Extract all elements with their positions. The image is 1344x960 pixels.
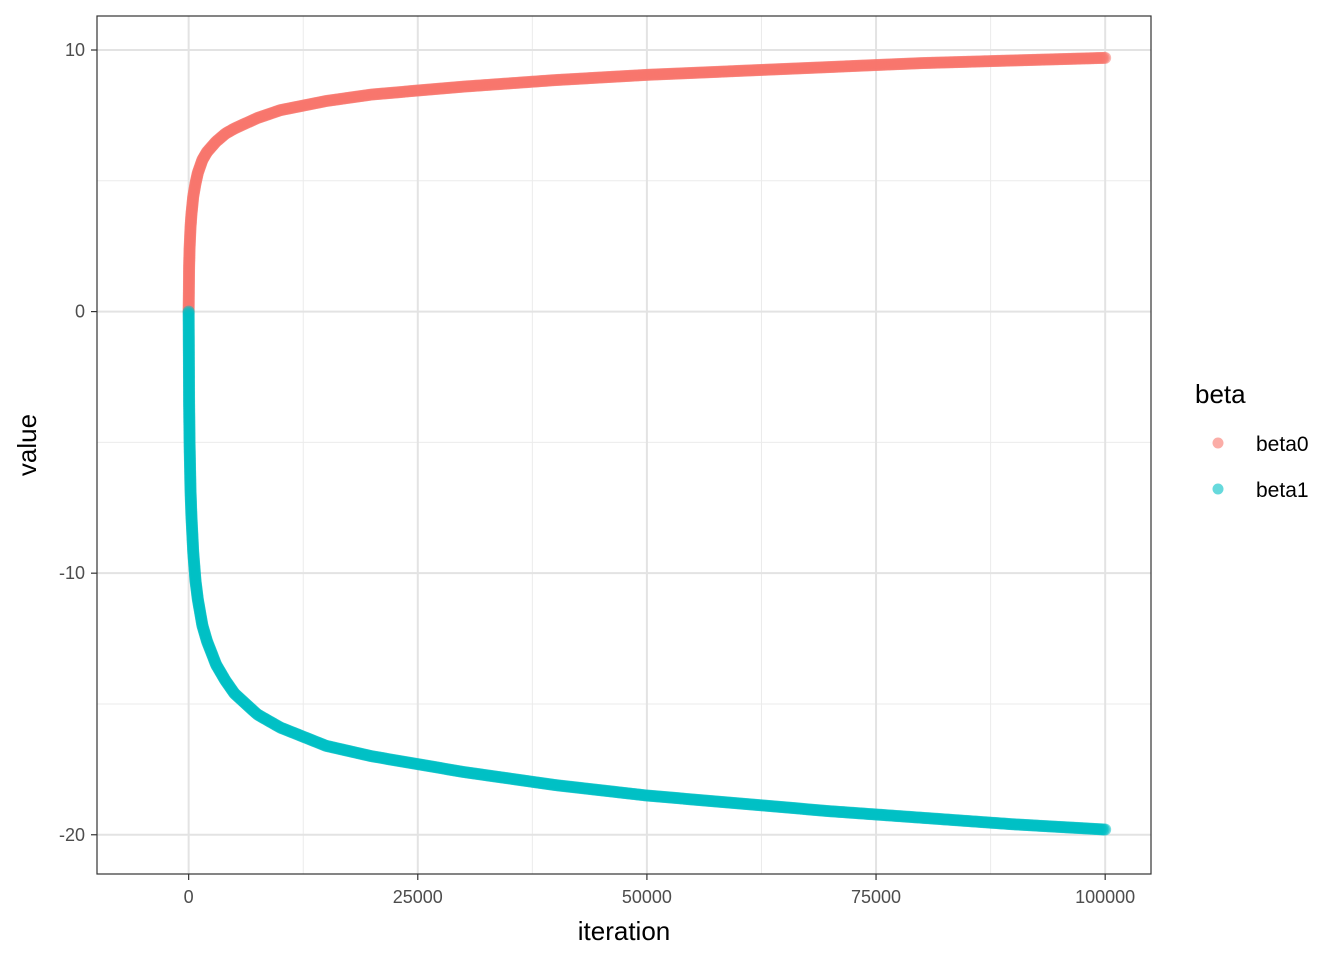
y-tick-label: -20 xyxy=(59,825,85,845)
x-tick-label: 75000 xyxy=(851,887,901,907)
legend: beta beta0 beta1 xyxy=(1195,379,1309,502)
series-beta1 xyxy=(182,305,1112,836)
grid-minor xyxy=(97,16,1151,874)
legend-title: beta xyxy=(1195,379,1246,409)
point-beta1 xyxy=(1099,823,1112,836)
series-beta0 xyxy=(182,51,1112,318)
legend-item-beta0: beta0 xyxy=(1212,433,1309,456)
plot-panel-background xyxy=(97,16,1151,874)
y-tick-label: 10 xyxy=(65,40,85,60)
y-axis-ticks: 10 0 -10 -20 xyxy=(59,40,97,845)
series-layer xyxy=(182,51,1112,836)
x-axis-title: iteration xyxy=(578,916,671,946)
x-tick-label: 100000 xyxy=(1075,887,1135,907)
plot-panel-border xyxy=(96,15,1152,875)
x-axis-ticks: 0 25000 50000 75000 100000 xyxy=(184,874,1135,907)
legend-key-beta0 xyxy=(1212,437,1224,449)
legend-item-beta1: beta1 xyxy=(1212,479,1309,502)
x-tick-label: 50000 xyxy=(622,887,672,907)
grid-major xyxy=(97,16,1151,874)
x-tick-label: 25000 xyxy=(393,887,443,907)
legend-key-beta1 xyxy=(1212,483,1224,495)
y-tick-label: -10 xyxy=(59,563,85,583)
legend-label-beta1: beta1 xyxy=(1256,479,1309,502)
legend-label-beta0: beta0 xyxy=(1256,433,1309,456)
x-tick-label: 0 xyxy=(184,887,194,907)
y-axis-title: value xyxy=(12,414,42,476)
point-beta0 xyxy=(1099,51,1112,64)
y-tick-label: 0 xyxy=(75,302,85,322)
